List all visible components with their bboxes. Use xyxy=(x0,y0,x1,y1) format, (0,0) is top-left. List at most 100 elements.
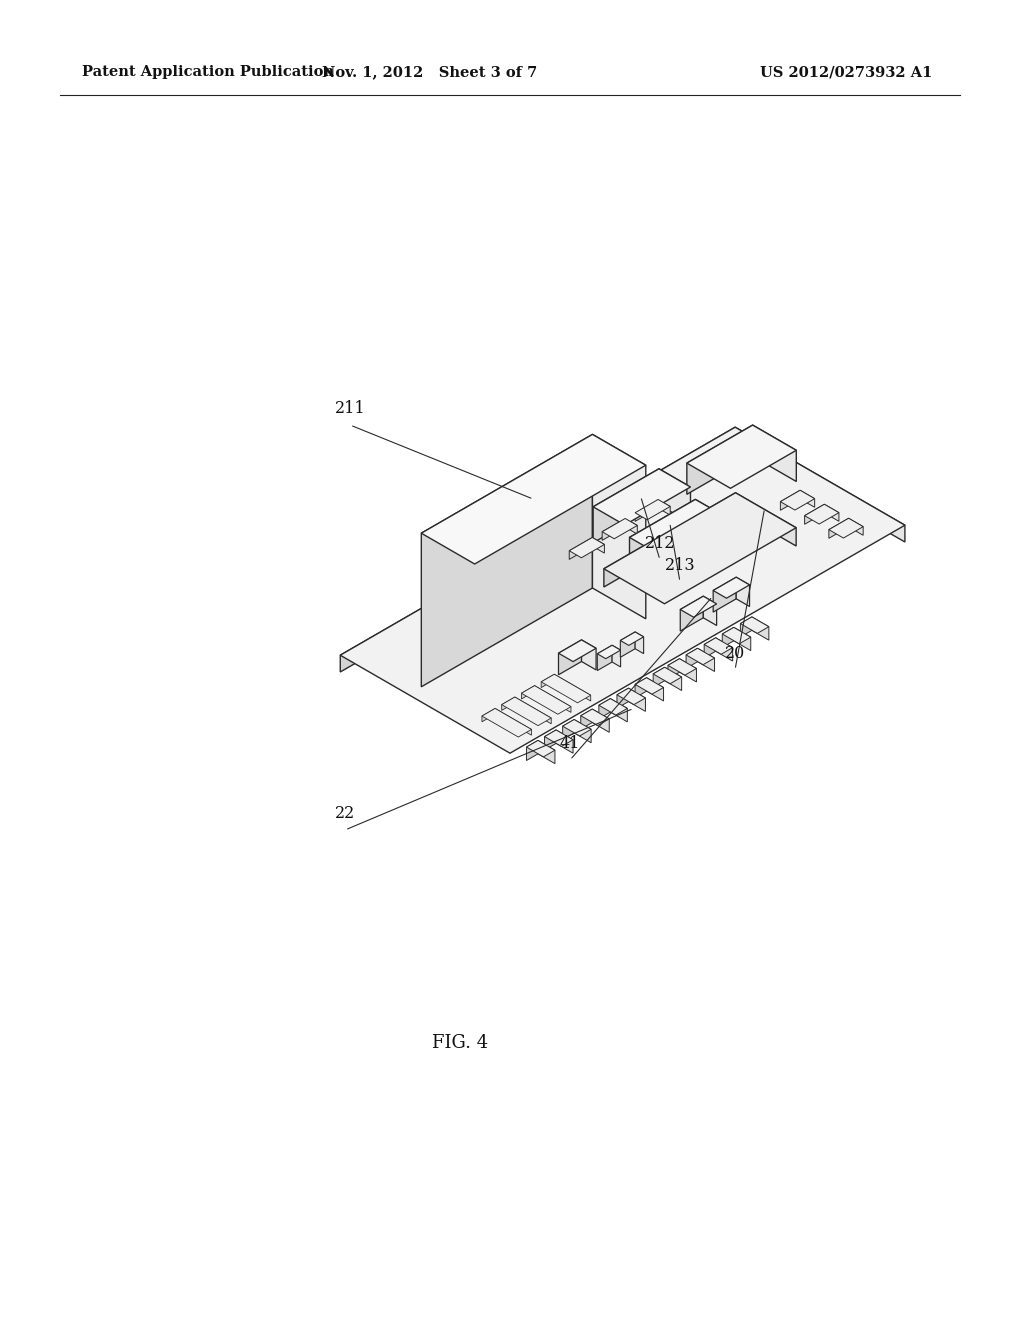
Polygon shape xyxy=(668,659,696,675)
Polygon shape xyxy=(545,730,573,746)
Polygon shape xyxy=(705,638,716,657)
Polygon shape xyxy=(521,685,571,714)
Polygon shape xyxy=(538,741,555,764)
Text: 213: 213 xyxy=(665,557,695,574)
Polygon shape xyxy=(752,616,769,640)
Polygon shape xyxy=(604,492,735,587)
Text: US 2012/0273932 A1: US 2012/0273932 A1 xyxy=(760,65,933,79)
Polygon shape xyxy=(659,469,690,523)
Polygon shape xyxy=(736,577,750,606)
Polygon shape xyxy=(653,668,682,684)
Polygon shape xyxy=(716,638,732,661)
Polygon shape xyxy=(695,499,720,540)
Polygon shape xyxy=(687,425,753,494)
Polygon shape xyxy=(805,504,824,524)
Polygon shape xyxy=(621,632,644,645)
Polygon shape xyxy=(668,659,680,678)
Polygon shape xyxy=(421,434,593,686)
Polygon shape xyxy=(526,741,555,756)
Polygon shape xyxy=(610,698,628,722)
Polygon shape xyxy=(599,698,610,718)
Polygon shape xyxy=(592,709,609,733)
Polygon shape xyxy=(686,648,697,668)
Polygon shape xyxy=(697,648,715,672)
Polygon shape xyxy=(805,504,839,524)
Polygon shape xyxy=(502,697,515,710)
Polygon shape xyxy=(616,688,645,705)
Polygon shape xyxy=(635,499,658,521)
Text: 20: 20 xyxy=(725,645,745,663)
Polygon shape xyxy=(574,719,591,743)
Polygon shape xyxy=(558,640,596,661)
Polygon shape xyxy=(612,645,621,667)
Polygon shape xyxy=(604,492,796,603)
Polygon shape xyxy=(740,616,769,634)
Polygon shape xyxy=(722,627,751,644)
Polygon shape xyxy=(535,685,571,713)
Polygon shape xyxy=(541,675,554,688)
Polygon shape xyxy=(658,499,671,515)
Polygon shape xyxy=(630,499,720,552)
Text: 212: 212 xyxy=(645,535,675,552)
Polygon shape xyxy=(556,730,573,754)
Polygon shape xyxy=(713,577,736,612)
Text: 22: 22 xyxy=(335,805,355,822)
Polygon shape xyxy=(554,675,591,701)
Polygon shape xyxy=(629,688,645,711)
Polygon shape xyxy=(680,659,696,682)
Polygon shape xyxy=(703,597,717,626)
Polygon shape xyxy=(653,668,665,688)
Polygon shape xyxy=(722,627,734,647)
Polygon shape xyxy=(740,616,752,638)
Polygon shape xyxy=(824,504,839,521)
Polygon shape xyxy=(635,632,644,653)
Polygon shape xyxy=(665,668,682,690)
Polygon shape xyxy=(569,537,604,558)
Polygon shape xyxy=(521,685,535,700)
Polygon shape xyxy=(735,428,905,543)
Polygon shape xyxy=(626,519,637,535)
Text: 211: 211 xyxy=(335,400,366,417)
Polygon shape xyxy=(562,719,574,739)
Polygon shape xyxy=(593,469,690,525)
Polygon shape xyxy=(680,597,717,618)
Polygon shape xyxy=(687,425,797,488)
Polygon shape xyxy=(496,709,531,735)
Polygon shape xyxy=(621,632,635,657)
Polygon shape xyxy=(734,627,751,651)
Polygon shape xyxy=(713,577,750,598)
Polygon shape xyxy=(581,709,592,729)
Polygon shape xyxy=(593,434,646,619)
Polygon shape xyxy=(780,490,800,511)
Polygon shape xyxy=(635,677,664,694)
Polygon shape xyxy=(849,519,863,536)
Polygon shape xyxy=(545,730,556,750)
Polygon shape xyxy=(597,645,612,671)
Polygon shape xyxy=(340,428,735,672)
Polygon shape xyxy=(635,499,671,520)
Polygon shape xyxy=(646,677,664,701)
Text: FIG. 4: FIG. 4 xyxy=(432,1034,488,1052)
Polygon shape xyxy=(616,688,629,709)
Polygon shape xyxy=(569,537,592,560)
Polygon shape xyxy=(592,537,604,553)
Polygon shape xyxy=(780,490,815,510)
Polygon shape xyxy=(582,640,596,671)
Polygon shape xyxy=(558,640,582,675)
Polygon shape xyxy=(602,519,637,539)
Polygon shape xyxy=(562,719,591,737)
Polygon shape xyxy=(482,709,496,722)
Polygon shape xyxy=(482,709,531,737)
Polygon shape xyxy=(597,645,621,659)
Text: Nov. 1, 2012   Sheet 3 of 7: Nov. 1, 2012 Sheet 3 of 7 xyxy=(323,65,538,79)
Polygon shape xyxy=(581,709,609,726)
Polygon shape xyxy=(680,597,703,631)
Polygon shape xyxy=(800,490,815,507)
Text: 41: 41 xyxy=(560,735,581,752)
Polygon shape xyxy=(705,638,732,655)
Text: Patent Application Publication: Patent Application Publication xyxy=(82,65,334,79)
Polygon shape xyxy=(599,698,628,715)
Polygon shape xyxy=(735,492,796,546)
Polygon shape xyxy=(635,677,646,698)
Polygon shape xyxy=(541,675,591,702)
